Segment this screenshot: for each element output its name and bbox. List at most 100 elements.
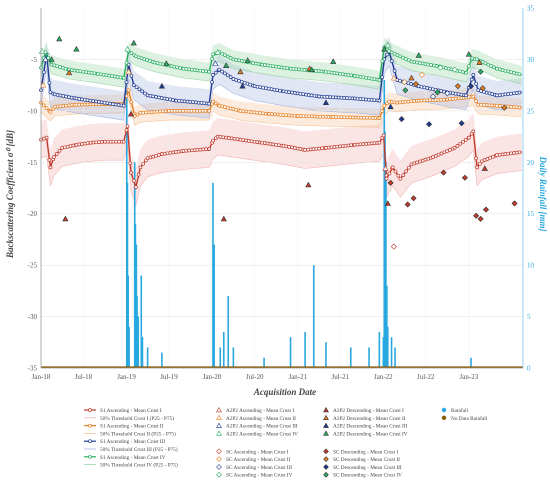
legend-swatch [323, 422, 329, 428]
sc-marker-crust-3 [444, 90, 451, 97]
a2p2-marker-crust-4 [465, 51, 472, 57]
s1-point-crust-2 [160, 109, 165, 114]
sc-marker-crust-1 [390, 243, 397, 250]
y-tick-label: -35 [28, 365, 38, 373]
s1-point-crust-1 [463, 137, 468, 142]
legend-swatch-marker [88, 423, 92, 428]
s1-point-crust-1 [128, 161, 133, 166]
rain-bar [470, 357, 472, 368]
y-tick-label: -10 [28, 107, 38, 115]
s1-point-crust-3 [453, 91, 458, 96]
legend-swatch [216, 456, 222, 462]
s1-point-crust-2 [476, 102, 481, 107]
sc-marker-crust-1 [473, 212, 480, 219]
s1-point-crust-3 [223, 71, 227, 76]
s1-point-crust-1 [131, 178, 136, 183]
s1-point-crust-1 [458, 141, 463, 146]
s1-point-crust-3 [476, 88, 481, 93]
legend-swatch [216, 448, 222, 455]
rain-bar [304, 332, 306, 368]
legend-label: SC Ascending - Mean Crust IV [226, 473, 293, 479]
s1-point-crust-4 [72, 68, 77, 73]
legend-swatch [323, 464, 329, 470]
s1-point-crust-2 [270, 112, 274, 116]
s1-point-crust-3 [325, 95, 330, 99]
sc-marker-crust-3 [429, 93, 437, 100]
s1-point-crust-1 [404, 169, 408, 174]
s1-point-crust-1 [317, 146, 321, 151]
rain-bar [386, 326, 389, 368]
legend-label: S1 Ascending - Mean Crust III [100, 439, 165, 445]
y2-axis-title: Daily Rainfall [mm] [538, 156, 548, 232]
legend-label: A2P2 Descending - Mean Crust III [333, 424, 408, 430]
s1-point-crust-4 [124, 60, 129, 65]
y-tick-label: -15 [28, 159, 38, 167]
s1-point-crust-1 [54, 152, 59, 156]
s1-point-crust-3 [151, 94, 156, 99]
legend-swatch [216, 422, 222, 428]
s1-point-crust-2 [412, 99, 416, 103]
band-edge-crust-4 [40, 55, 522, 90]
s1-point-crust-2 [419, 98, 424, 103]
legend-label: A2P2 Ascending - Mean Crust III [226, 424, 298, 430]
x-tick-label: Jan-18 [32, 373, 51, 381]
sc-marker-crust-3 [467, 83, 475, 90]
s1-point-crust-3 [182, 99, 187, 104]
x-tick-label: Jul-20 [246, 373, 264, 381]
x-tick-label: Jul-21 [331, 373, 349, 381]
a2p2-marker-crust-2 [39, 81, 47, 88]
s1-point-crust-1 [52, 155, 56, 159]
sc-marker-crust-1 [404, 201, 411, 208]
legend-label: SC Ascending - Mean Crust II [226, 457, 291, 463]
rain-bar [385, 162, 387, 368]
rain-bar [213, 244, 215, 368]
legend-swatch [441, 407, 447, 413]
s1-point-crust-4 [175, 65, 179, 70]
a2p2-marker-crust-2 [476, 59, 483, 65]
s1-point-crust-2 [167, 109, 171, 113]
a2p2-marker-crust-1 [62, 215, 69, 222]
y-tick-label: -25 [28, 262, 38, 270]
s1-point-crust-1 [401, 173, 406, 177]
sc-marker-crust-1 [511, 200, 518, 207]
s1-point-crust-3 [134, 85, 139, 90]
s1-point-crust-1 [326, 145, 331, 150]
s1-point-crust-3 [113, 102, 118, 107]
series-markers [38, 35, 518, 250]
s1-point-crust-4 [129, 51, 134, 56]
sc-marker-crust-2 [501, 104, 508, 111]
sc-marker-crust-4 [402, 87, 409, 94]
rain-bar [137, 316, 140, 368]
s1-point-crust-2 [126, 88, 131, 93]
s1-point-crust-1 [168, 150, 173, 155]
legend-label: S1 Ascending - Mean Crust II [100, 424, 164, 430]
s1-point-crust-4 [145, 58, 149, 62]
s1-point-crust-4 [492, 65, 496, 70]
x-tick-label: Jul-22 [417, 373, 435, 381]
s1-point-crust-1 [48, 165, 53, 170]
s1-point-crust-3 [131, 83, 136, 87]
a2p2-marker-crust-4 [330, 58, 337, 64]
rain-bar [140, 275, 143, 368]
series-lines [39, 45, 522, 190]
s1-point-crust-1 [517, 150, 522, 155]
rain-bar [382, 337, 385, 368]
a2p2-marker-crust-4 [48, 56, 55, 62]
s1-point-crust-1 [436, 152, 441, 157]
legend-swatch [323, 406, 329, 413]
a2p2-marker-crust-4 [223, 62, 230, 68]
s1-point-crust-2 [342, 115, 347, 120]
y2-tick-label: 10 [527, 262, 535, 270]
legend-label: A2P2 Ascending - Mean Crust II [226, 416, 296, 422]
s1-point-crust-2 [380, 109, 385, 113]
x-tick-label: Jul-18 [75, 373, 93, 381]
s1-point-crust-2 [129, 100, 134, 105]
s1-point-crust-2 [41, 103, 46, 108]
legend-label: A2P2 Descending - Mean Crust I [333, 408, 404, 414]
s1-point-crust-3 [220, 69, 224, 74]
s1-point-crust-3 [140, 89, 145, 94]
s1-point-crust-1 [211, 138, 215, 143]
s1-point-crust-1 [207, 147, 212, 151]
s1-point-crust-3 [309, 93, 314, 98]
sc-marker-crust-3 [458, 120, 465, 127]
